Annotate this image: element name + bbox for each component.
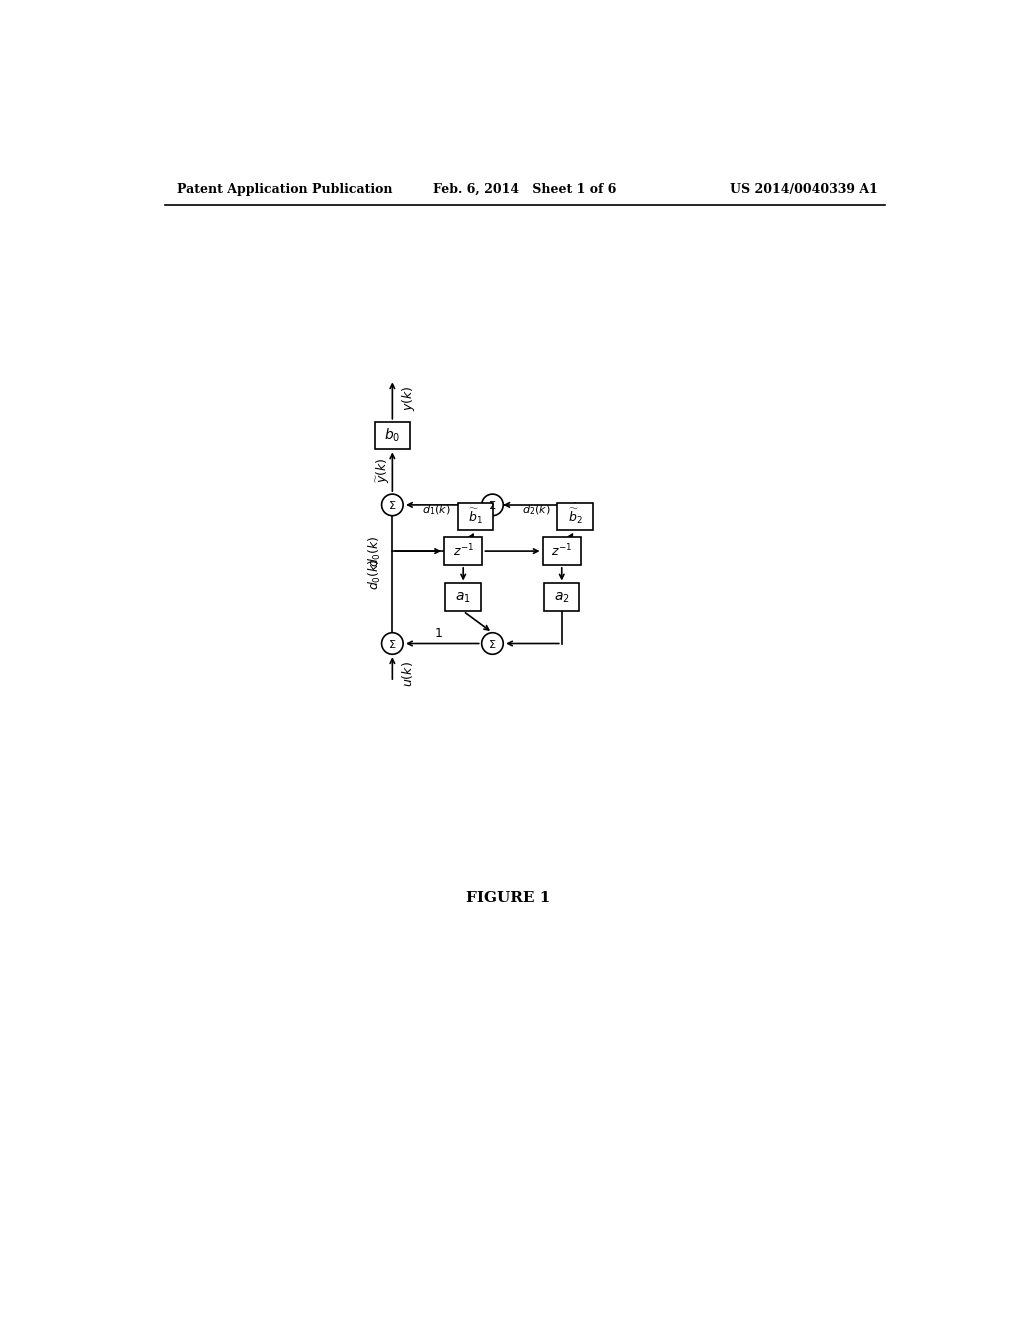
Text: $d_1(k)$: $d_1(k)$ <box>422 503 451 517</box>
Bar <box>458 503 494 531</box>
Text: $d_0(k)$: $d_0(k)$ <box>367 535 383 568</box>
Text: $\widetilde{b}_2$: $\widetilde{b}_2$ <box>567 507 583 525</box>
Circle shape <box>481 632 503 655</box>
Text: $z^{-1}$: $z^{-1}$ <box>551 543 572 560</box>
Text: Feb. 6, 2014   Sheet 1 of 6: Feb. 6, 2014 Sheet 1 of 6 <box>433 182 616 195</box>
Bar <box>557 503 593 531</box>
Text: $d_2(k)$: $d_2(k)$ <box>521 503 550 517</box>
Circle shape <box>382 494 403 516</box>
Text: $z^{-1}$: $z^{-1}$ <box>453 543 474 560</box>
Text: $a_2$: $a_2$ <box>554 590 569 605</box>
Text: $\Sigma$: $\Sigma$ <box>388 638 396 649</box>
Text: $\widetilde{y}(k)$: $\widetilde{y}(k)$ <box>375 458 391 483</box>
Text: $\Sigma$: $\Sigma$ <box>388 499 396 511</box>
Bar <box>444 537 482 565</box>
Circle shape <box>481 494 503 516</box>
Text: $y(k)$: $y(k)$ <box>400 385 417 412</box>
Bar <box>543 537 581 565</box>
Bar <box>445 583 481 611</box>
Text: $a_1$: $a_1$ <box>456 590 471 605</box>
Text: $\widetilde{b}_1$: $\widetilde{b}_1$ <box>468 507 483 525</box>
Text: $\Sigma$: $\Sigma$ <box>488 638 497 649</box>
Text: $d_0(k)$: $d_0(k)$ <box>367 558 383 590</box>
Text: $\Sigma$: $\Sigma$ <box>488 499 497 511</box>
Circle shape <box>382 632 403 655</box>
Text: FIGURE 1: FIGURE 1 <box>466 891 550 904</box>
Text: $b_0$: $b_0$ <box>384 426 400 445</box>
Text: 1: 1 <box>434 627 442 640</box>
Text: Patent Application Publication: Patent Application Publication <box>177 182 392 195</box>
Bar <box>544 583 580 611</box>
Bar <box>375 422 410 449</box>
Text: $u(k)$: $u(k)$ <box>400 661 415 688</box>
Text: US 2014/0040339 A1: US 2014/0040339 A1 <box>729 182 878 195</box>
